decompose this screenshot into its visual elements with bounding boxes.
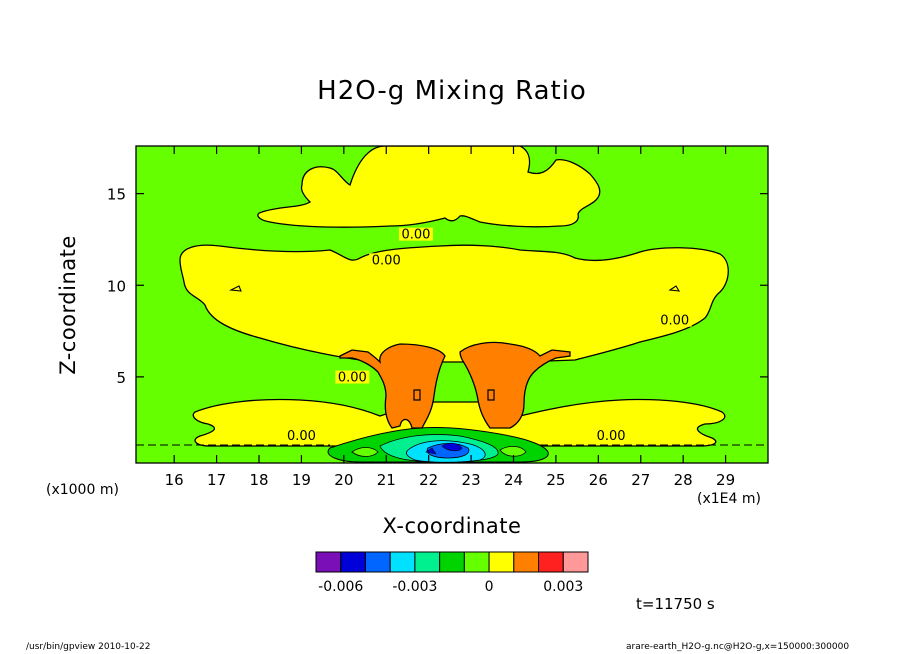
- contour-label-bg: [335, 370, 370, 384]
- contour-label-text: 0.00: [338, 371, 367, 386]
- x-tick-label: 21: [377, 471, 396, 489]
- colorbar-swatch: [439, 551, 465, 573]
- time-annotation: t=11750 s: [636, 595, 715, 613]
- contour-label: 0.00: [398, 227, 433, 243]
- x-tick-label: 28: [674, 471, 693, 489]
- y-tick-label: 5: [116, 369, 126, 387]
- contour-label-text: 0.00: [597, 429, 626, 444]
- blue-region-surface: [441, 442, 463, 452]
- x-tick-label: 24: [504, 471, 523, 489]
- contour-label-bg: [657, 313, 692, 327]
- lime-patch-left: [351, 447, 379, 457]
- colorbar-swatch: [364, 551, 391, 573]
- contour-label: 0.00: [594, 429, 629, 444]
- colorbar-swatch: [562, 551, 589, 573]
- x-tick-label: 16: [165, 471, 184, 489]
- x-tick-label: 25: [546, 471, 565, 489]
- contour-island-right: [668, 285, 681, 292]
- contour-label-bg: [284, 429, 319, 443]
- yellow-region-lower: [192, 398, 726, 447]
- contour-label-bg: [369, 253, 404, 267]
- contour-label-text: 0.00: [287, 429, 316, 444]
- x-tick-label: 17: [207, 471, 226, 489]
- colorbar-swatch: [315, 551, 342, 573]
- colorbar-swatch: [389, 551, 416, 573]
- colorbar-tick-label: 0: [485, 579, 494, 595]
- orange-plume-right: [459, 341, 571, 429]
- axes-layer: 16 17 18 19 20 21 22 23 24 25 26 27 28 29 5 10 15: [107, 146, 768, 489]
- lime-patch-right: [499, 446, 527, 457]
- x-axis-unit: (x1E4 m): [697, 491, 761, 507]
- blue-core-surface: [425, 447, 437, 455]
- colorbar: -0.006 -0.003 0 0.003: [315, 551, 589, 595]
- y-tick-label: 10: [107, 277, 126, 295]
- colorbar-swatch: [513, 551, 540, 573]
- x-tick-label: 19: [292, 471, 311, 489]
- orange-plume-left: [339, 343, 446, 429]
- x-tick-label: 20: [334, 471, 353, 489]
- x-axis-label: X-coordinate: [382, 514, 522, 538]
- colorbar-swatch: [414, 551, 441, 573]
- contour-label-text: 0.00: [660, 314, 689, 329]
- x-tick-label: 29: [716, 471, 735, 489]
- contour-field: [136, 146, 768, 463]
- yellow-region-main: [179, 244, 729, 363]
- colorbar-tick-label: 0.003: [543, 579, 583, 595]
- contour-label-text: 0.00: [401, 228, 430, 243]
- contour-label-text: 0.00: [372, 253, 401, 268]
- footer-source: arare-earth_H2O-g.nc@H2O-g,x=150000:3000…: [626, 642, 850, 652]
- contour-label-bg: [398, 227, 433, 241]
- contour-label-bg: [594, 429, 629, 443]
- plot-frame: [135, 145, 769, 464]
- contour-ring-right: [487, 389, 495, 401]
- x-tick-label: 26: [589, 471, 608, 489]
- contour-label: 0.00: [657, 313, 692, 329]
- colorbar-swatch: [488, 551, 515, 573]
- contour-label-layer: 0.000.000.000.000.00 0.00: [284, 227, 692, 444]
- contour-ring-left: [413, 389, 421, 401]
- contour-label: 0.00: [284, 429, 319, 444]
- x-tick-label: 22: [419, 471, 438, 489]
- colorbar-swatch: [538, 551, 564, 573]
- contour-label: 0.00: [369, 253, 404, 268]
- contour-island-left: [229, 285, 242, 292]
- contour-label: 0.00: [335, 370, 370, 386]
- x-tick-label: 18: [249, 471, 268, 489]
- x-tick-label: 27: [631, 471, 650, 489]
- chart-title: H2O-g Mixing Ratio: [317, 76, 587, 106]
- footer-program: /usr/bin/gpview 2010-10-22: [26, 642, 151, 652]
- y-axis-unit: (x1000 m): [46, 482, 119, 498]
- y-tick-label: 15: [107, 186, 126, 204]
- colorbar-swatch: [340, 551, 366, 573]
- colorbar-tick-label: -0.003: [392, 579, 437, 595]
- colorbar-tick-label: -0.006: [318, 579, 363, 595]
- colorbar-swatch: [463, 551, 490, 573]
- x-tick-label: 23: [462, 471, 481, 489]
